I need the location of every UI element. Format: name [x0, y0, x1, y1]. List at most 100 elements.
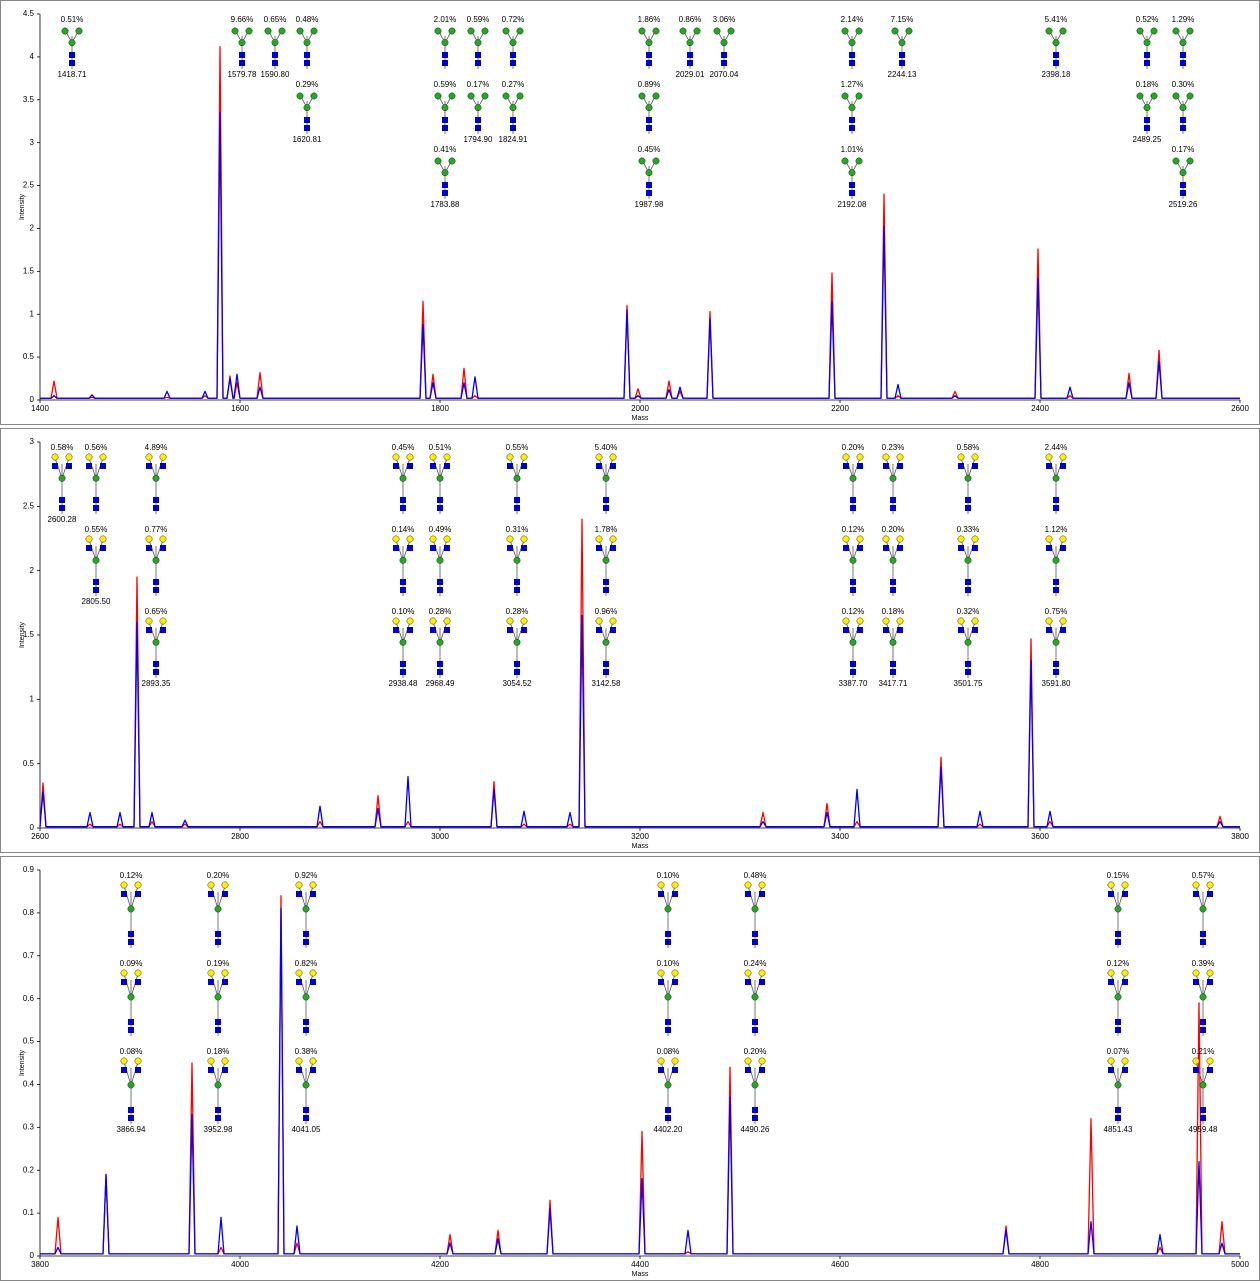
- glycan-mannose: [1186, 92, 1194, 100]
- glycan-mannose: [713, 27, 721, 35]
- glycan-percent: 0.20%: [842, 443, 865, 452]
- glycan-mannose: [1143, 39, 1151, 47]
- glycan-galactose: [758, 969, 766, 977]
- glycan-glcnac: [1207, 979, 1213, 985]
- glycan-glcnac: [752, 1027, 758, 1033]
- glycan-mannose: [127, 905, 135, 913]
- glycan-glcnac: [444, 545, 450, 551]
- glycan-link: [395, 457, 404, 479]
- glycan-link: [1195, 885, 1204, 910]
- glycan-link: [88, 539, 97, 561]
- glycan-link: [402, 457, 411, 479]
- glycan-link: [130, 1061, 139, 1086]
- glycan-glcnac: [393, 545, 399, 551]
- glycan-glcnac: [128, 1019, 134, 1025]
- glycan-galactose: [1192, 969, 1200, 977]
- glycan-glcnac: [1180, 60, 1186, 66]
- glycan-galactose: [595, 453, 603, 461]
- glycan-galactose: [99, 453, 107, 461]
- glycan-glcnac: [296, 979, 302, 985]
- glycan-glcnac: [135, 1067, 141, 1073]
- glycan-glcnac: [215, 1115, 221, 1121]
- glycan-galactose: [443, 453, 451, 461]
- glycan-link: [123, 885, 132, 910]
- glycan-galactose: [744, 881, 752, 889]
- glycan-percent: 0.72%: [502, 15, 525, 24]
- glycan-galactose: [657, 881, 665, 889]
- glycan-glcnac: [721, 52, 727, 58]
- glycan-link: [1202, 973, 1211, 998]
- glycan-link: [960, 621, 969, 643]
- glycan-galactose: [657, 1057, 665, 1065]
- y-tick-label: 3: [30, 138, 35, 147]
- glycan-galactose: [392, 453, 400, 461]
- glycan-mannose: [516, 27, 524, 35]
- glycan-glcnac: [849, 190, 855, 196]
- glycan-glcnac: [1046, 545, 1052, 551]
- glycan-glcnac: [1108, 1067, 1114, 1073]
- glycan-glcnac: [135, 891, 141, 897]
- glycan-link: [516, 621, 525, 643]
- glycan-galactose: [971, 453, 979, 461]
- glycan-galactose: [1107, 1057, 1115, 1065]
- glycan-galactose: [896, 453, 904, 461]
- glycan-link: [217, 1061, 226, 1086]
- glycan-glcnac: [965, 661, 971, 667]
- glycan-mannose: [964, 556, 972, 564]
- glycan-mass: 2938.48: [389, 679, 418, 688]
- y-tick-label: 0.5: [23, 759, 35, 768]
- glycan-glcnac: [303, 1027, 309, 1033]
- glycan-percent: 2.14%: [841, 15, 864, 24]
- glycan-glcnac: [1180, 182, 1186, 188]
- glycan-mannose: [152, 638, 160, 646]
- glycan-galactose: [295, 969, 303, 977]
- glycan-galactose: [896, 617, 904, 625]
- glycan-glcnac: [752, 1019, 758, 1025]
- glycan-glcnac: [93, 587, 99, 593]
- glycan-glcnac: [1180, 117, 1186, 123]
- glycan-galactose: [159, 617, 167, 625]
- glycan-percent: 0.58%: [957, 443, 980, 452]
- glycan-mannose: [436, 556, 444, 564]
- glycan-link: [1117, 885, 1126, 910]
- glycan-mannose: [127, 1081, 135, 1089]
- glycan-glcnac: [310, 891, 316, 897]
- glycan-link: [852, 539, 861, 561]
- glycan-mannose: [509, 104, 517, 112]
- glycan-mannose: [441, 169, 449, 177]
- glycan-galactose: [842, 617, 850, 625]
- glycan-glcnac: [507, 545, 513, 551]
- glycan-link: [95, 539, 104, 561]
- glycan-mannose: [1179, 104, 1187, 112]
- glycan-glcnac: [1207, 1067, 1213, 1073]
- glycan-mass: 1987.98: [635, 200, 664, 209]
- glycan-mannose: [1052, 39, 1060, 47]
- glycan-percent: 0.56%: [85, 443, 108, 452]
- glycan-galactose: [65, 453, 73, 461]
- glycan-glcnac: [146, 627, 152, 633]
- glycan-galactose: [429, 535, 437, 543]
- glycan-glcnac: [1060, 545, 1066, 551]
- y-axis-title: Intensity: [19, 193, 26, 220]
- glycan-mannose: [891, 27, 899, 35]
- glycan-mannose: [664, 993, 672, 1001]
- x-tick-label: 2000: [631, 404, 649, 413]
- glycan-glcnac: [965, 669, 971, 675]
- glycan-glcnac: [475, 117, 481, 123]
- x-axis-title: Mass: [632, 843, 649, 850]
- glycan-galactose: [134, 881, 142, 889]
- glycan-glcnac: [208, 891, 214, 897]
- glycan-galactose: [145, 453, 153, 461]
- glycan-galactose: [506, 617, 514, 625]
- glycan-glcnac: [208, 1067, 214, 1073]
- glycan-glcnac: [752, 1115, 758, 1121]
- glycan-glcnac: [1193, 979, 1199, 985]
- glycan-link: [754, 1061, 763, 1086]
- glycan-link: [210, 885, 219, 910]
- glycan-glcnac: [442, 52, 448, 58]
- glycan-galactose: [406, 617, 414, 625]
- glycan-link: [1055, 621, 1064, 643]
- glycan-galactose: [295, 881, 303, 889]
- glycan-mannose: [841, 92, 849, 100]
- glycan-glcnac: [310, 1067, 316, 1073]
